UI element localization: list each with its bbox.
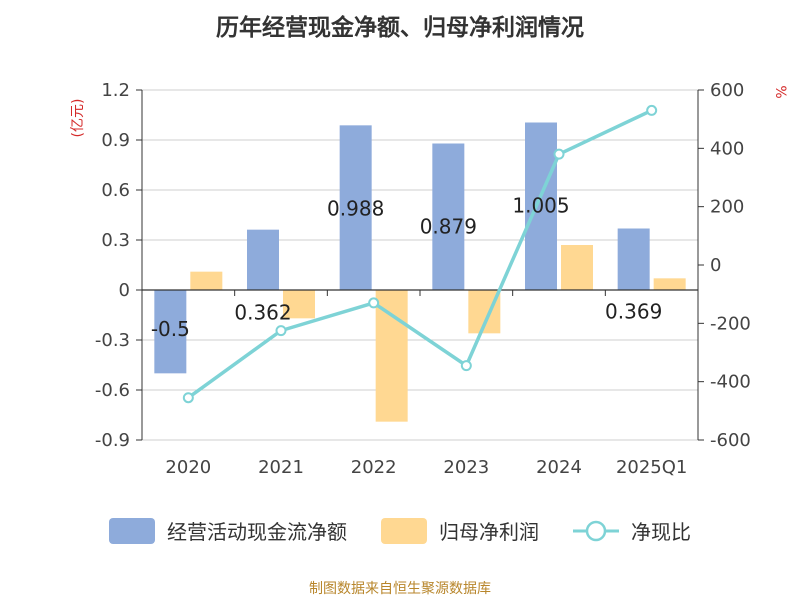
net-profit-bar xyxy=(653,278,686,290)
ratio-line xyxy=(182,104,658,404)
cash-ratio-line xyxy=(187,108,653,400)
category-label: 2021 xyxy=(258,457,304,478)
cash-ratio-point xyxy=(646,104,658,116)
data-labels: -0.5 0.362 0.988 0.879 1.005 0.369 xyxy=(151,194,662,342)
legend-swatch-bar2 xyxy=(381,517,427,544)
left-axis-unit: (亿元) xyxy=(70,99,86,138)
left-tick-label: -0.9 xyxy=(95,430,130,451)
cash-flow-bar xyxy=(339,125,372,290)
bar-value-label: 0.879 xyxy=(420,215,477,239)
right-tick-label: -600 xyxy=(710,430,751,451)
right-tick-label: -400 xyxy=(710,372,751,393)
bar-value-label: 1.005 xyxy=(512,194,569,218)
gridlines xyxy=(142,89,698,441)
legend-label-operating-cash-flow: 经营活动现金流净额 xyxy=(167,520,347,544)
left-tick-label: -0.6 xyxy=(95,380,130,401)
left-tick-label: -0.3 xyxy=(95,330,130,351)
category-label: 2025Q1 xyxy=(616,457,687,478)
net-profit-bar xyxy=(561,245,593,290)
cash-flow-bar xyxy=(525,122,557,290)
net-profit-bar xyxy=(283,290,315,319)
right-axis-unit: % xyxy=(772,85,788,98)
bar-value-label: 0.362 xyxy=(234,301,291,325)
left-tick-label: 1.2 xyxy=(101,80,130,101)
category-label: 2023 xyxy=(443,457,489,478)
right-tick-label: 200 xyxy=(710,197,744,218)
cash-ratio-point xyxy=(553,148,565,160)
net-profit-bar xyxy=(375,290,408,422)
cash-flow-bar xyxy=(154,290,187,374)
category-label: 2024 xyxy=(536,457,582,478)
chart-title: 历年经营现金净额、归母净利润情况 xyxy=(216,15,584,41)
bar-value-label: -0.5 xyxy=(151,317,190,341)
cash-ratio-point xyxy=(368,297,380,309)
right-tick-label: -200 xyxy=(710,313,751,334)
left-tick-label: 0.3 xyxy=(101,230,130,251)
cash-flow-bar xyxy=(247,229,279,290)
cash-ratio-point xyxy=(275,325,287,337)
category-label: 2022 xyxy=(351,457,397,478)
bar-value-label: 0.988 xyxy=(327,196,384,220)
cash-ratio-point xyxy=(182,392,194,404)
right-tick-label: 600 xyxy=(710,80,744,101)
net-profit-bar xyxy=(190,271,223,290)
right-tick-label: 400 xyxy=(710,138,744,159)
left-tick-label: 0.6 xyxy=(101,180,130,201)
legend-label-net-profit: 归母净利润 xyxy=(439,520,539,544)
cash-ratio-point xyxy=(460,360,472,372)
legend-item-cash-ratio[interactable]: 净现比 xyxy=(573,516,691,545)
cash-flow-bar xyxy=(617,228,650,290)
left-tick-label: 0.9 xyxy=(101,130,130,151)
legend: 经营活动现金流净额 归母净利润 净现比 xyxy=(0,516,800,545)
legend-swatch-bar1 xyxy=(109,517,155,544)
legend-item-net-profit[interactable]: 归母净利润 xyxy=(381,516,539,545)
right-tick-label: 0 xyxy=(710,255,721,276)
legend-line-marker-icon xyxy=(573,520,619,541)
source-footer: 制图数据来自恒生聚源数据库 xyxy=(309,581,491,597)
legend-item-operating-cash-flow[interactable]: 经营活动现金流净额 xyxy=(109,516,347,545)
bars xyxy=(154,122,686,422)
legend-label-cash-ratio: 净现比 xyxy=(631,520,691,544)
axes: 1.2 0.9 0.6 0.3 0 -0.3 -0.6 -0.9 600 400 200 0 -200 -… xyxy=(95,80,751,478)
bar-value-label: 0.369 xyxy=(605,300,662,324)
category-label: 2020 xyxy=(165,457,211,478)
cash-flow-bar xyxy=(432,143,465,290)
left-tick-label: 0 xyxy=(119,280,130,301)
